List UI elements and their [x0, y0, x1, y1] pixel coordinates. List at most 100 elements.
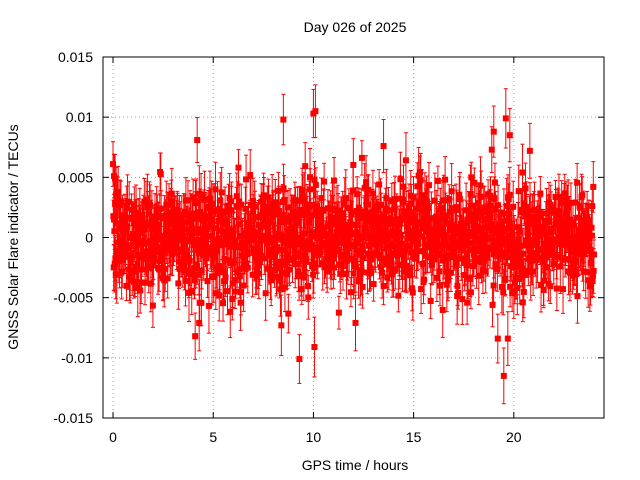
- data-point: [360, 255, 367, 262]
- data-point: [335, 309, 342, 316]
- data-point: [511, 279, 518, 286]
- data-point: [357, 270, 364, 277]
- data-point: [477, 235, 484, 242]
- data-point: [277, 219, 284, 226]
- data-point: [347, 289, 354, 296]
- data-point: [358, 154, 365, 161]
- data-point: [513, 274, 520, 281]
- data-point: [476, 240, 483, 247]
- data-point: [195, 215, 202, 222]
- data-point: [510, 288, 517, 295]
- data-point: [406, 272, 413, 279]
- data-point: [210, 274, 217, 281]
- data-point: [187, 270, 194, 277]
- data-point: [194, 241, 201, 248]
- data-point: [401, 208, 408, 215]
- data-point: [388, 231, 395, 238]
- data-point: [467, 289, 474, 296]
- data-point: [132, 268, 139, 275]
- data-point: [536, 208, 543, 215]
- data-point: [114, 196, 121, 203]
- data-point: [365, 186, 372, 193]
- data-point: [288, 242, 295, 249]
- data-point: [184, 197, 191, 204]
- data-point: [486, 210, 493, 217]
- data-point: [409, 285, 416, 292]
- data-point: [479, 227, 486, 234]
- data-point: [286, 266, 293, 273]
- data-point: [126, 198, 133, 205]
- data-point: [243, 176, 250, 183]
- data-point: [297, 238, 304, 245]
- data-point: [232, 277, 239, 284]
- data-point: [190, 240, 197, 247]
- data-point: [247, 172, 254, 179]
- data-point: [148, 246, 155, 253]
- data-point: [503, 202, 510, 209]
- data-point: [467, 275, 474, 282]
- data-point: [413, 205, 420, 212]
- data-point: [355, 278, 362, 285]
- data-point: [453, 260, 460, 267]
- data-point: [371, 218, 378, 225]
- data-point: [391, 220, 398, 227]
- data-point: [320, 206, 327, 213]
- data-point: [374, 207, 381, 214]
- data-point: [433, 274, 440, 281]
- data-point: [297, 207, 304, 214]
- data-point: [276, 208, 283, 215]
- data-point: [352, 264, 359, 271]
- data-point: [456, 191, 463, 198]
- data-point: [380, 283, 387, 290]
- data-point: [425, 182, 432, 189]
- data-point: [236, 198, 243, 205]
- data-point: [402, 268, 409, 275]
- data-point: [204, 246, 211, 253]
- data-point: [388, 261, 395, 268]
- data-point: [274, 234, 281, 241]
- data-point: [241, 265, 248, 272]
- data-point: [518, 242, 525, 249]
- data-point: [203, 255, 210, 262]
- data-point: [477, 255, 484, 262]
- data-point: [234, 269, 241, 276]
- data-point: [213, 242, 220, 249]
- data-points: [110, 84, 597, 405]
- data-point: [521, 271, 528, 278]
- data-point: [255, 270, 262, 277]
- data-point: [445, 245, 452, 252]
- data-point: [481, 204, 488, 211]
- data-point: [418, 286, 425, 293]
- data-point: [475, 272, 482, 279]
- data-point: [292, 261, 299, 268]
- data-point: [149, 302, 156, 309]
- data-point: [422, 252, 429, 259]
- data-point: [319, 260, 326, 267]
- data-point: [395, 292, 402, 299]
- data-point: [442, 176, 449, 183]
- data-point: [174, 236, 181, 243]
- data-point: [375, 214, 382, 221]
- data-point: [120, 254, 127, 261]
- data-point: [296, 198, 303, 205]
- data-point: [448, 188, 455, 195]
- data-point: [517, 229, 524, 236]
- data-point: [237, 233, 244, 240]
- data-point: [506, 191, 513, 198]
- data-point: [318, 195, 325, 202]
- data-point: [442, 213, 449, 220]
- data-point: [137, 287, 144, 294]
- data-point: [117, 198, 124, 205]
- data-point: [523, 237, 530, 244]
- data-point: [439, 231, 446, 238]
- data-point: [262, 290, 269, 297]
- data-point: [379, 269, 386, 276]
- data-point: [157, 171, 164, 178]
- data-point: [444, 268, 451, 275]
- data-point: [168, 190, 175, 197]
- data-point: [331, 251, 338, 258]
- data-point: [531, 223, 538, 230]
- data-point: [252, 203, 259, 210]
- data-point: [170, 247, 177, 254]
- data-point: [519, 299, 526, 306]
